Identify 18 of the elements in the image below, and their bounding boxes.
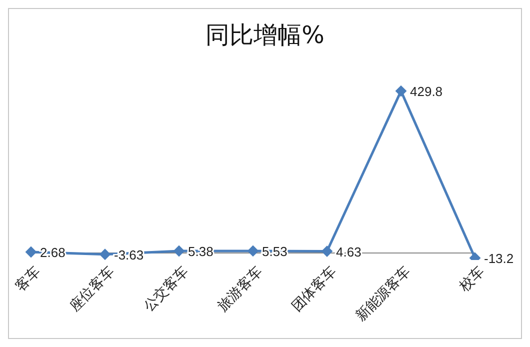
chart-title: 同比增幅% bbox=[204, 20, 326, 51]
x-tick-label: 新能源客车 bbox=[352, 264, 414, 325]
point bbox=[174, 245, 184, 256]
data-label: 5.38 bbox=[188, 244, 214, 259]
point bbox=[248, 245, 258, 256]
x-tick-label: 校车 bbox=[456, 264, 488, 296]
point bbox=[26, 246, 36, 258]
point bbox=[100, 248, 110, 260]
data-label: 429.8 bbox=[410, 84, 443, 100]
data-label: -13.2 bbox=[484, 250, 514, 266]
x-tick-label: 客车 bbox=[12, 264, 44, 295]
x-tick-label: 团体客车 bbox=[288, 264, 340, 315]
data-label: 4.63 bbox=[336, 244, 362, 260]
x-tick-label: 公交客车 bbox=[140, 264, 192, 315]
x-tick-label: 旅游客车 bbox=[214, 264, 266, 315]
point bbox=[396, 86, 406, 97]
x-tick-label: 座位客车 bbox=[66, 264, 118, 315]
point bbox=[322, 246, 332, 257]
